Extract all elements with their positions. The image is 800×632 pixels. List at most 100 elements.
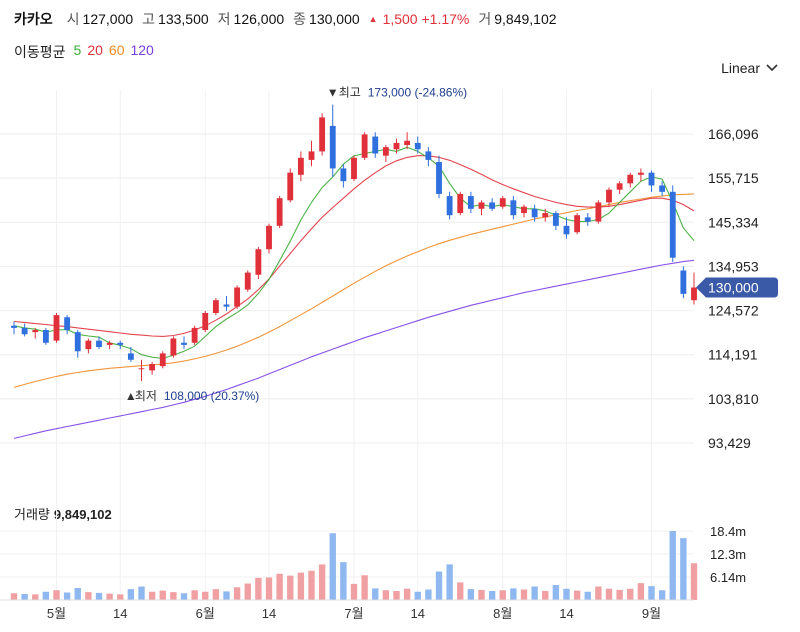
- volume-bar: [372, 588, 379, 600]
- candle-body: [234, 287, 241, 307]
- date-tick-label: 5월: [47, 606, 66, 621]
- volume-bar: [658, 590, 666, 600]
- volume-tick-label: 6.14m: [710, 570, 746, 585]
- ma-legend-20[interactable]: 20: [87, 42, 103, 58]
- volume-bar: [180, 593, 188, 600]
- volume-bar: [552, 585, 560, 600]
- min-value: 108,000 (20.37%): [164, 389, 259, 403]
- candle-body: [659, 185, 666, 192]
- open-label: 시: [66, 11, 80, 27]
- max-label: 최고: [339, 86, 361, 100]
- ma-legend-120[interactable]: 120: [130, 42, 154, 58]
- volume-bar: [255, 577, 262, 600]
- ma120-line: [13, 259, 695, 439]
- volume-bar: [318, 564, 326, 600]
- ma-legend-title: 이동평균: [14, 44, 66, 60]
- candle-body: [584, 217, 591, 222]
- scale-dropdown[interactable]: Linear: [721, 60, 778, 76]
- candle-body: [159, 353, 166, 367]
- min-marker-icon: ▲: [125, 389, 137, 403]
- volume-bar: [520, 589, 528, 600]
- candle-body: [648, 172, 655, 186]
- price-tick-label: 103,810: [708, 391, 759, 407]
- volume-bar: [435, 571, 443, 600]
- candle-body: [181, 342, 187, 345]
- price-tick-label: 114,191: [708, 347, 758, 363]
- date-tick-label: 14: [113, 606, 127, 621]
- volume-bar: [542, 591, 549, 600]
- candle-body: [351, 157, 357, 180]
- date-tick-label: 14: [559, 606, 573, 621]
- candle-body: [106, 342, 113, 345]
- volume-bar: [488, 591, 496, 600]
- candle-body: [202, 313, 209, 331]
- candle-body: [510, 200, 517, 216]
- max-marker-icon: ▼: [327, 86, 339, 100]
- volume-tick-label: 12.3m: [710, 547, 746, 562]
- volume-bar: [361, 575, 368, 600]
- ma-legend-60[interactable]: 60: [108, 42, 125, 58]
- ma-legend-5[interactable]: 5: [73, 42, 82, 58]
- volume-bar: [573, 590, 581, 600]
- candle-body: [149, 364, 156, 371]
- low-label: 저: [217, 11, 231, 27]
- scale-dropdown-label: Linear: [721, 60, 760, 76]
- max-value: 173,000 (-24.86%): [368, 86, 467, 100]
- volume-panel-label: 거래량: [14, 507, 50, 522]
- candle-body: [436, 162, 442, 194]
- volume-bar: [308, 570, 315, 600]
- ma20-line: [13, 155, 695, 337]
- last-price-badge-shape: [696, 277, 778, 298]
- volume-bar: [127, 589, 135, 600]
- volume-bar: [403, 588, 411, 600]
- price-tick-label: 166,096: [708, 126, 759, 142]
- volume-bar: [605, 588, 613, 600]
- candle-body: [489, 202, 496, 209]
- candle-body: [616, 183, 623, 190]
- volume-bar: [21, 594, 28, 600]
- volume-bar: [669, 531, 676, 600]
- volume-bar: [627, 588, 634, 600]
- date-tick-label: 8월: [493, 606, 512, 621]
- volume-bars: [10, 531, 698, 600]
- volume-bar: [233, 587, 241, 600]
- candle-body: [542, 213, 549, 218]
- volume-bar: [10, 593, 18, 600]
- candle-body: [308, 151, 315, 160]
- volume-bar: [467, 589, 475, 600]
- volume-bar: [63, 592, 71, 600]
- candle-body: [457, 193, 464, 214]
- volume-bar: [510, 588, 517, 600]
- volume-bar: [85, 592, 92, 600]
- candle-body: [680, 270, 687, 294]
- volume-bar: [531, 586, 538, 600]
- close-value: 130,000: [309, 11, 360, 27]
- open-value: 127,000: [82, 11, 134, 27]
- candle-body: [691, 287, 697, 301]
- volume-bar: [106, 593, 113, 600]
- volume-axis: 18.4m 12.3m 6.14m: [710, 524, 746, 585]
- price-tick-label: 93,429: [708, 435, 751, 451]
- candle-body: [53, 315, 60, 341]
- date-tick-label: 7월: [344, 606, 363, 621]
- annotations: ▼ 최고 173,000 (-24.86%) ▲최저 108,000 (20.37%): [125, 86, 467, 403]
- date-axis: 5월 14 6월 14 7월 14 8월 14 9월: [0, 599, 694, 621]
- candle-body: [467, 196, 474, 209]
- volume-bar: [563, 588, 570, 600]
- volume-bar: [616, 589, 623, 600]
- candle-body: [64, 317, 71, 331]
- candle-body: [372, 136, 379, 154]
- volume-bar: [414, 591, 421, 600]
- volume-bar: [212, 589, 220, 600]
- volume-bar: [446, 564, 453, 600]
- candle-body: [276, 198, 283, 226]
- volume-bar: [584, 591, 591, 600]
- last-price-badge-text: 130,000: [708, 279, 759, 295]
- price-tick-label: 124,572: [708, 303, 759, 319]
- date-tick-label: 6월: [196, 606, 215, 621]
- candle-body: [170, 338, 177, 356]
- date-tick-label: 14: [411, 606, 425, 621]
- candle-body: [446, 196, 453, 216]
- volume-bar: [74, 588, 81, 600]
